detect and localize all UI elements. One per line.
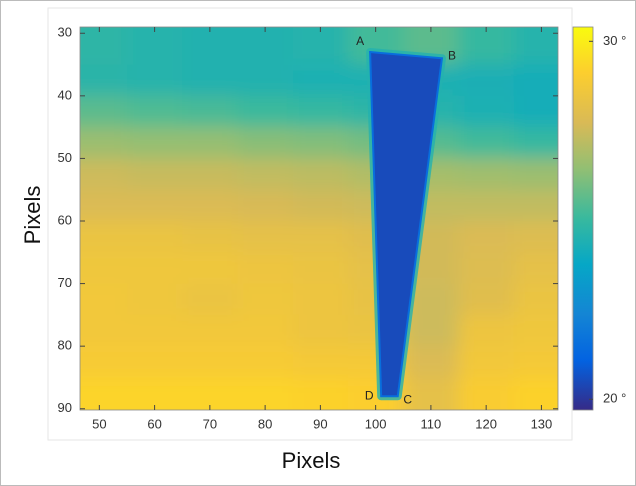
- heat-cell: [293, 221, 349, 253]
- heat-cell: [127, 315, 183, 347]
- x-axis-label: Pixels: [282, 448, 341, 473]
- heat-cell: [127, 65, 183, 97]
- x-tick-label: 100: [365, 416, 387, 431]
- figure: Pixels Pixels A B C D 50 60 70 80 90 100 110 120 130…: [0, 0, 636, 486]
- heat-cell: [293, 158, 349, 190]
- heat-cell: [293, 315, 349, 347]
- heat-cell: [127, 158, 183, 190]
- heat-cell: [237, 190, 293, 222]
- heat-cell: [459, 221, 515, 253]
- heat-cell: [237, 315, 293, 347]
- heatmap-cells: [60, 7, 579, 431]
- heat-cell: [459, 284, 515, 316]
- heatmap: [60, 7, 579, 431]
- x-tick-label: 70: [203, 416, 217, 431]
- heat-cell: [293, 284, 349, 316]
- heat-cell: [182, 96, 238, 128]
- heat-cell: [127, 252, 183, 284]
- y-tick-label: 50: [58, 150, 72, 165]
- heat-cell: [182, 284, 238, 316]
- colorbar-tick-label: 30 °: [603, 33, 626, 48]
- x-tick-label: 60: [147, 416, 161, 431]
- heat-cell: [293, 346, 349, 378]
- heat-cell: [182, 252, 238, 284]
- heat-cell: [237, 158, 293, 190]
- x-tick-label: 90: [313, 416, 327, 431]
- heat-cell: [127, 346, 183, 378]
- annotation: A: [356, 34, 364, 48]
- heat-cell: [182, 158, 238, 190]
- y-tick-label: 60: [58, 212, 72, 227]
- heat-cell: [127, 96, 183, 128]
- heat-cell: [182, 190, 238, 222]
- heat-cell: [237, 65, 293, 97]
- annotation: B: [448, 48, 456, 62]
- heat-cell: [459, 127, 515, 159]
- heat-cell: [182, 346, 238, 378]
- heat-cell: [459, 65, 515, 97]
- y-tick-label: 80: [58, 338, 72, 353]
- heat-cell: [182, 127, 238, 159]
- heat-cell: [459, 315, 515, 347]
- heat-cell: [459, 158, 515, 190]
- colorbar-tick-label: 20 °: [603, 391, 626, 406]
- heat-cell: [459, 346, 515, 378]
- annotation: D: [365, 388, 374, 402]
- heat-cell: [403, 346, 459, 378]
- y-tick-label: 70: [58, 275, 72, 290]
- x-tick-label: 120: [475, 416, 497, 431]
- heat-cell: [459, 96, 515, 128]
- x-tick-label: 110: [421, 416, 442, 431]
- y-tick-label: 40: [58, 87, 72, 102]
- heat-cell: [237, 284, 293, 316]
- heat-cell: [293, 65, 349, 97]
- colorbar: [573, 27, 593, 410]
- heat-cell: [237, 346, 293, 378]
- heat-cell: [293, 252, 349, 284]
- heat-cell: [459, 190, 515, 222]
- x-tick-label: 50: [92, 416, 106, 431]
- x-tick-label: 80: [258, 416, 272, 431]
- heat-cell: [293, 190, 349, 222]
- y-tick-label: 90: [58, 400, 72, 415]
- x-tick-label: 130: [531, 416, 553, 431]
- heat-cell: [127, 190, 183, 222]
- heat-cell: [293, 96, 349, 128]
- y-tick-label: 30: [58, 25, 72, 40]
- heat-cell: [237, 96, 293, 128]
- heat-cell: [459, 252, 515, 284]
- heat-cell: [182, 315, 238, 347]
- heat-cell: [237, 127, 293, 159]
- heat-cell: [237, 252, 293, 284]
- heat-cell: [182, 65, 238, 97]
- y-axis-label: Pixels: [20, 186, 45, 245]
- heat-cell: [237, 221, 293, 253]
- heat-cell: [127, 127, 183, 159]
- heat-cell: [182, 221, 238, 253]
- annotation: C: [403, 392, 412, 406]
- heat-cell: [127, 284, 183, 316]
- heat-cell: [293, 127, 349, 159]
- heat-cell: [127, 221, 183, 253]
